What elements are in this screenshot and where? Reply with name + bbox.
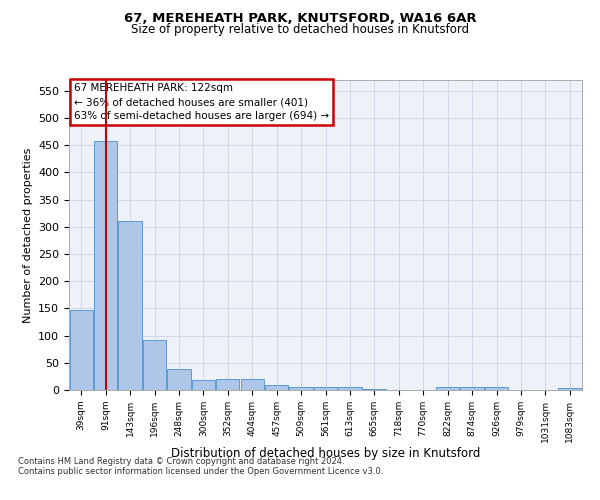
Bar <box>338 386 362 390</box>
Y-axis label: Number of detached properties: Number of detached properties <box>23 148 32 322</box>
Text: Size of property relative to detached houses in Knutsford: Size of property relative to detached ho… <box>131 22 469 36</box>
Bar <box>241 378 264 390</box>
Bar <box>289 388 313 390</box>
Text: Contains public sector information licensed under the Open Government Licence v3: Contains public sector information licen… <box>18 468 383 476</box>
X-axis label: Distribution of detached houses by size in Knutsford: Distribution of detached houses by size … <box>171 448 480 460</box>
Bar <box>558 388 581 390</box>
Bar <box>143 340 166 390</box>
Bar <box>94 142 117 390</box>
Bar <box>118 221 142 390</box>
Bar <box>460 388 484 390</box>
Bar <box>167 370 191 390</box>
Bar <box>436 388 459 390</box>
Bar <box>265 384 288 390</box>
Bar <box>192 380 215 390</box>
Text: 67, MEREHEATH PARK, KNUTSFORD, WA16 6AR: 67, MEREHEATH PARK, KNUTSFORD, WA16 6AR <box>124 12 476 26</box>
Text: Contains HM Land Registry data © Crown copyright and database right 2024.: Contains HM Land Registry data © Crown c… <box>18 458 344 466</box>
Text: 67 MEREHEATH PARK: 122sqm
← 36% of detached houses are smaller (401)
63% of semi: 67 MEREHEATH PARK: 122sqm ← 36% of detac… <box>74 83 329 121</box>
Bar <box>485 388 508 390</box>
Bar <box>314 388 337 390</box>
Bar <box>216 379 239 390</box>
Bar <box>70 310 93 390</box>
